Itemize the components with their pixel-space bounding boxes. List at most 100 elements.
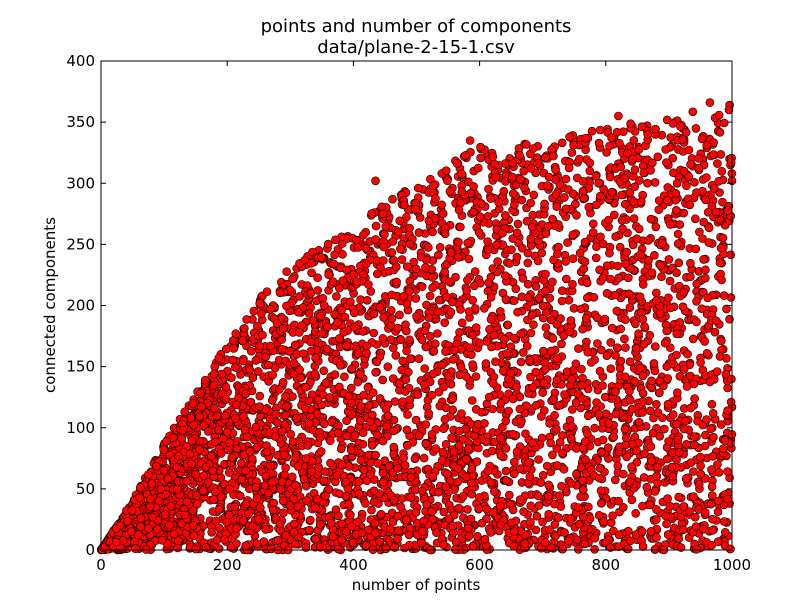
data-point <box>306 337 316 347</box>
data-point <box>600 392 610 402</box>
data-point <box>717 167 727 176</box>
data-point <box>636 363 645 373</box>
data-point <box>691 124 701 133</box>
data-point <box>580 539 590 549</box>
data-point <box>592 313 602 323</box>
data-point <box>542 181 552 190</box>
data-point <box>437 456 447 465</box>
data-point <box>613 461 623 471</box>
data-point <box>464 254 474 264</box>
data-point <box>268 370 278 380</box>
data-point <box>257 309 266 319</box>
data-point <box>405 395 415 405</box>
data-point <box>560 193 569 202</box>
data-point <box>585 158 595 168</box>
data-point <box>557 286 567 296</box>
data-point <box>527 310 537 320</box>
data-point <box>326 518 336 528</box>
data-point <box>521 140 531 149</box>
data-point <box>635 292 645 302</box>
data-point <box>679 208 689 218</box>
data-point <box>354 477 364 487</box>
data-point <box>289 527 299 537</box>
data-point <box>596 345 606 355</box>
data-point <box>647 376 656 386</box>
data-point <box>567 148 577 157</box>
data-point <box>261 525 271 534</box>
data-point <box>715 258 725 268</box>
data-point <box>561 257 571 266</box>
data-point <box>303 441 313 450</box>
data-point <box>663 183 673 192</box>
data-point <box>661 511 671 521</box>
data-point <box>695 227 704 237</box>
data-point <box>454 463 463 473</box>
data-point <box>700 507 710 517</box>
data-point <box>414 431 424 441</box>
data-point <box>543 222 553 231</box>
data-point <box>417 486 427 496</box>
data-point <box>574 503 583 512</box>
data-point <box>201 462 211 472</box>
data-point <box>495 307 505 316</box>
data-point <box>486 292 496 302</box>
data-point <box>493 257 502 266</box>
data-point <box>640 322 649 331</box>
data-point <box>299 474 309 484</box>
data-point <box>578 324 587 334</box>
data-point <box>225 438 234 448</box>
data-point <box>587 126 597 136</box>
data-point <box>561 204 571 214</box>
data-point <box>645 406 655 416</box>
data-point <box>340 312 350 322</box>
data-point <box>701 173 711 182</box>
data-point <box>594 138 604 148</box>
data-point <box>545 418 554 428</box>
data-point <box>638 371 648 381</box>
data-point <box>627 404 637 414</box>
data-point <box>378 468 388 478</box>
data-point <box>574 344 583 353</box>
data-point <box>154 496 164 506</box>
data-point <box>548 277 557 287</box>
data-point <box>364 401 374 410</box>
data-point <box>306 288 316 298</box>
data-point <box>305 515 315 525</box>
data-point <box>650 366 660 376</box>
data-point <box>614 273 624 283</box>
data-point <box>136 522 145 531</box>
data-point <box>444 514 454 524</box>
data-point <box>690 432 699 442</box>
data-point <box>716 150 726 159</box>
data-point <box>692 188 701 197</box>
data-point <box>726 397 736 407</box>
data-point <box>644 236 653 245</box>
data-point <box>552 202 562 211</box>
data-point <box>248 373 258 382</box>
data-point <box>672 419 681 429</box>
data-point <box>602 288 612 298</box>
data-point <box>500 271 510 281</box>
data-point <box>512 447 522 457</box>
data-point <box>596 486 606 496</box>
data-point <box>400 460 410 470</box>
data-point <box>551 165 560 174</box>
data-point <box>697 304 707 314</box>
data-point <box>422 500 432 509</box>
data-point <box>631 508 641 518</box>
data-point <box>188 399 198 408</box>
data-point <box>398 356 408 366</box>
data-point <box>329 259 339 269</box>
data-point <box>572 211 581 220</box>
data-point <box>638 389 648 398</box>
data-point <box>209 369 219 379</box>
data-point <box>541 286 550 296</box>
data-point <box>330 250 339 260</box>
data-point <box>611 409 621 419</box>
data-point <box>548 450 557 460</box>
data-point <box>594 179 603 188</box>
data-point <box>438 447 448 457</box>
data-point <box>471 323 481 332</box>
data-point <box>403 441 412 450</box>
data-point <box>337 519 347 529</box>
